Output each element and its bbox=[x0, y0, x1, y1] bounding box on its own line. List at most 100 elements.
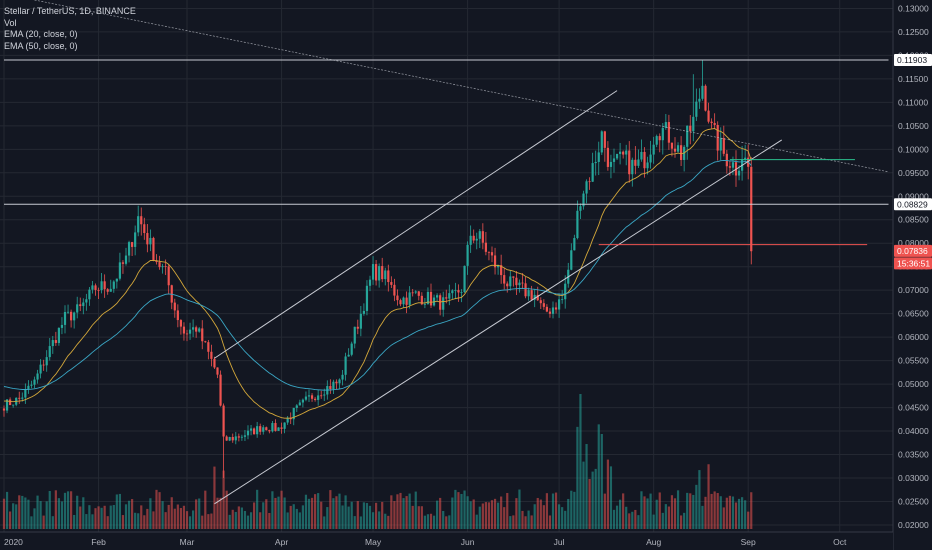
candle-body bbox=[481, 231, 484, 243]
candle-body bbox=[188, 329, 192, 334]
candle-body bbox=[524, 283, 527, 297]
candle-body bbox=[378, 266, 381, 281]
price-tick-label: 0.03000 bbox=[898, 473, 929, 483]
volume-bar bbox=[94, 508, 97, 529]
volume-bar bbox=[676, 490, 680, 529]
volume-bar bbox=[24, 497, 27, 529]
volume-bar bbox=[356, 501, 359, 529]
volume-bar bbox=[594, 468, 597, 529]
volume-bar bbox=[216, 497, 219, 529]
volume-bar bbox=[76, 495, 79, 529]
candle-body bbox=[204, 341, 207, 343]
time-tick-label: 2020 bbox=[4, 537, 23, 547]
volume-bar bbox=[719, 496, 722, 529]
volume-bar bbox=[570, 490, 573, 529]
volume-bar bbox=[658, 492, 661, 529]
volume-bar bbox=[253, 502, 256, 529]
candle-body bbox=[79, 304, 82, 307]
volume-bar bbox=[39, 501, 42, 529]
volume-bar bbox=[606, 459, 609, 529]
volume-bar bbox=[722, 507, 725, 529]
candle-body bbox=[585, 181, 588, 194]
candle-body bbox=[576, 210, 579, 239]
candle-body bbox=[36, 373, 39, 380]
candle-body bbox=[429, 291, 433, 306]
candle-body bbox=[134, 232, 137, 247]
volume-bar bbox=[195, 499, 198, 529]
price-tick-label: 0.06500 bbox=[898, 309, 929, 319]
candle-body bbox=[21, 397, 24, 399]
candle-body bbox=[506, 283, 509, 287]
candle-body bbox=[353, 326, 356, 344]
volume-bar bbox=[603, 493, 606, 529]
candle-body bbox=[100, 281, 103, 291]
volume-bar bbox=[134, 512, 137, 529]
price-axis[interactable]: 0.02000 0.02500 0.03000 0.03500 0.04000 0.045… bbox=[892, 0, 932, 550]
legend-ema50[interactable]: EMA (50, close, 0) bbox=[4, 40, 78, 51]
candle-body bbox=[393, 284, 396, 296]
time-axis[interactable]: 2020 Feb Mar Apr May Jun Jul Aug Sep Oct bbox=[0, 531, 893, 550]
volume-bar bbox=[277, 496, 280, 529]
candle-body bbox=[548, 311, 552, 314]
volume-bar bbox=[289, 505, 292, 529]
volume-bar bbox=[292, 504, 295, 529]
candle-body bbox=[307, 395, 311, 397]
candle-body bbox=[359, 313, 362, 329]
volume-bar bbox=[628, 513, 631, 529]
candle-body bbox=[588, 181, 591, 183]
volume-bar bbox=[387, 515, 390, 529]
candle-body bbox=[643, 151, 646, 169]
volume-bar bbox=[137, 513, 140, 529]
volume-bar bbox=[18, 495, 21, 529]
volume-bar bbox=[561, 507, 564, 529]
candle-body bbox=[271, 423, 274, 432]
candle-body bbox=[597, 152, 600, 162]
volume-bar bbox=[219, 497, 222, 529]
candle-body bbox=[664, 122, 667, 128]
candle-body bbox=[405, 297, 408, 305]
volume-bar bbox=[625, 506, 628, 529]
volume-bar bbox=[436, 500, 439, 529]
legend-ema20[interactable]: EMA (20, close, 0) bbox=[4, 29, 78, 39]
candle-body bbox=[646, 162, 649, 169]
candle-body bbox=[722, 138, 725, 154]
volume-bar bbox=[317, 493, 320, 529]
volume-bar bbox=[30, 516, 33, 529]
candle-body bbox=[420, 295, 423, 305]
candle-body bbox=[527, 290, 530, 297]
volume-bar bbox=[280, 490, 283, 529]
candle-body bbox=[655, 136, 658, 145]
volume-bar bbox=[124, 504, 128, 529]
volume-bar bbox=[118, 493, 121, 529]
volume-bar bbox=[353, 516, 356, 529]
candle-body bbox=[317, 395, 320, 400]
candle-body bbox=[314, 398, 317, 400]
volume-bar bbox=[585, 444, 588, 529]
candle-body bbox=[265, 427, 268, 431]
volume-bar bbox=[12, 503, 15, 529]
volume-bar bbox=[85, 514, 88, 529]
volume-bar bbox=[326, 507, 329, 529]
volume-bar bbox=[673, 498, 677, 529]
candle-body bbox=[280, 427, 283, 429]
badge-text-level-mid: 0.08829 bbox=[897, 199, 928, 209]
volume-bar bbox=[188, 516, 192, 529]
volume-bar bbox=[57, 498, 60, 529]
candle-body bbox=[554, 307, 558, 310]
volume-bar bbox=[341, 505, 344, 529]
legend-vol[interactable]: Vol bbox=[4, 17, 17, 28]
candle-body bbox=[426, 291, 430, 304]
candle-body bbox=[179, 320, 182, 327]
candle-body bbox=[146, 233, 149, 245]
drawings[interactable] bbox=[4, 0, 889, 505]
symbol-title[interactable]: Stellar / TetherUS, 1D, BINANCE bbox=[4, 6, 136, 16]
volume-bar bbox=[198, 498, 201, 529]
candle-body bbox=[704, 85, 707, 111]
candle-body bbox=[310, 395, 314, 399]
price-tick-label: 0.09500 bbox=[898, 168, 929, 178]
candle-body bbox=[451, 290, 454, 294]
volume-bar bbox=[222, 470, 225, 529]
volume-bar bbox=[27, 499, 30, 529]
time-tick-label: Mar bbox=[180, 537, 195, 547]
